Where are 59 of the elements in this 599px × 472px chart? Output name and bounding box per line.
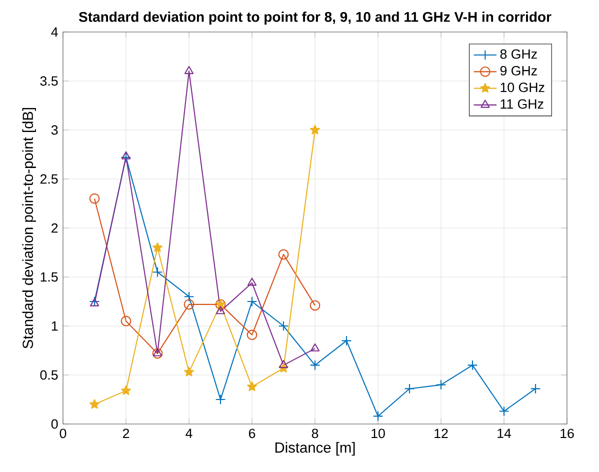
x-tick-label: 2 bbox=[122, 428, 130, 438]
point bbox=[404, 384, 415, 394]
point bbox=[372, 410, 384, 422]
y-tick-label: 0.5 bbox=[40, 370, 58, 380]
point bbox=[90, 399, 100, 409]
point bbox=[246, 296, 258, 307]
point bbox=[152, 348, 162, 356]
y-tick-label: 3 bbox=[51, 125, 58, 135]
point bbox=[120, 316, 132, 326]
point bbox=[278, 249, 289, 260]
x-tick-label: 4 bbox=[186, 428, 192, 438]
x-tick-label: 12 bbox=[434, 428, 448, 438]
legend-label: 10 GHz bbox=[500, 82, 544, 92]
point bbox=[498, 406, 510, 416]
point bbox=[246, 330, 258, 340]
y-tick-label: 4 bbox=[51, 27, 58, 37]
x-axis-title: Distance [m] bbox=[275, 442, 355, 456]
point bbox=[184, 299, 194, 310]
point bbox=[152, 266, 163, 278]
legend-label: 9 GHz bbox=[500, 66, 537, 76]
point bbox=[247, 382, 257, 392]
point bbox=[152, 242, 162, 252]
point bbox=[120, 152, 132, 163]
y-tick-label: 2.5 bbox=[40, 174, 58, 184]
chart-title: Standard deviation point to point for 8, 9, 10 and 11 GHz V-H in corridor bbox=[78, 12, 552, 25]
point bbox=[467, 360, 478, 370]
point bbox=[121, 151, 131, 160]
y-tick-label: 1 bbox=[52, 321, 58, 331]
point bbox=[89, 193, 100, 204]
y-tick-label: 3.5 bbox=[40, 76, 58, 86]
point bbox=[530, 384, 541, 394]
point bbox=[184, 291, 194, 302]
point bbox=[184, 66, 194, 74]
y-tick-label: 1.5 bbox=[40, 272, 58, 282]
x-tick-label: 6 bbox=[248, 428, 256, 438]
y-axis-title: Standard deviation point-to-point [dB] bbox=[22, 108, 36, 348]
legend-label: 8 GHz bbox=[500, 49, 537, 59]
point bbox=[247, 278, 257, 286]
legend-label: 11 GHz bbox=[500, 99, 544, 109]
x-tick-label: 8 bbox=[312, 428, 318, 438]
x-tick-label: 0 bbox=[60, 428, 66, 438]
point bbox=[310, 343, 320, 352]
x-tick-label: 14 bbox=[498, 428, 512, 438]
point bbox=[278, 360, 288, 368]
x-tick-label: 16 bbox=[560, 428, 574, 438]
point bbox=[310, 300, 320, 311]
point bbox=[121, 385, 131, 395]
point bbox=[216, 306, 226, 314]
point bbox=[184, 366, 194, 376]
y-tick-label: 2 bbox=[52, 223, 58, 233]
y-tick-label: 0 bbox=[51, 419, 58, 429]
point bbox=[310, 360, 320, 370]
point bbox=[310, 124, 320, 134]
x-tick-label: 10 bbox=[372, 428, 385, 438]
point bbox=[152, 348, 163, 359]
point bbox=[436, 380, 446, 390]
point bbox=[215, 394, 226, 405]
point bbox=[341, 336, 352, 346]
point bbox=[278, 320, 289, 332]
